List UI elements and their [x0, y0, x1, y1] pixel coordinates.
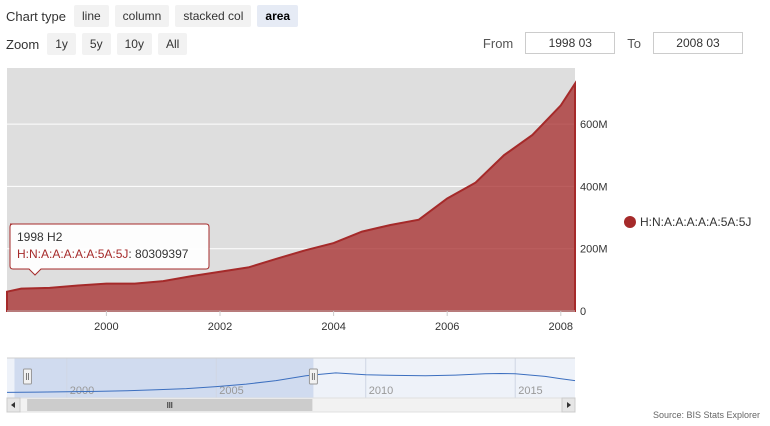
x-tick-label: 2000: [94, 321, 118, 333]
chevron-right-icon: [567, 402, 571, 408]
x-tick-label: 2002: [208, 321, 232, 333]
y-tick-label: 200M: [580, 244, 608, 256]
navigator-left-handle[interactable]: [22, 368, 32, 385]
y-tick-label: 400M: [580, 181, 608, 193]
chart-type-stacked-col-button[interactable]: stacked col: [175, 5, 252, 27]
legend[interactable]: H:N:A:A:A:A:A:5A:5J: [624, 215, 751, 229]
tooltip-separator: :: [128, 247, 135, 261]
y-axis-labels: 0 200M 400M 600M: [580, 119, 608, 318]
navigator-tick-label: 2005: [219, 385, 243, 397]
zoom-10y-button[interactable]: 10y: [116, 33, 152, 55]
navigator-tick-label: 2000: [70, 385, 94, 397]
scrollbar-grip-icon: [167, 402, 173, 408]
chart-type-line-button[interactable]: line: [73, 5, 109, 27]
tooltip: 1998 H2 H:N:A:A:A:A:A:5A:5J: 80309397: [9, 223, 210, 276]
y-tick-label: 600M: [580, 119, 608, 131]
x-tick-label: 2008: [549, 321, 573, 333]
chart-type-row: Chart type line column stacked col area: [6, 4, 304, 28]
date-range: From To: [471, 31, 770, 55]
area-chart: 0 200M 400M 600M 2000 2002 2004 2006 2008 1998 …: [6, 68, 751, 413]
navigator-tick-label: 2015: [518, 385, 542, 397]
navigator-tick-label: 2010: [369, 385, 393, 397]
x-axis-labels: 2000 2002 2004 2006 2008: [94, 311, 573, 333]
to-date-input[interactable]: [653, 32, 743, 54]
from-label: From: [482, 35, 514, 51]
chart-type-label: Chart type: [6, 8, 66, 24]
scrollbar[interactable]: [6, 397, 576, 413]
zoom-all-button[interactable]: All: [157, 33, 188, 55]
scroll-left-button[interactable]: [6, 397, 21, 413]
tooltip-series-line: H:N:A:A:A:A:A:5A:5J: 80309397: [17, 247, 189, 261]
zoom-row: Zoom 1y 5y 10y All: [6, 32, 193, 56]
navigator[interactable]: 2000 2005 2010 2015: [6, 357, 576, 398]
navigator-right-handle[interactable]: [308, 368, 318, 385]
tooltip-period: 1998 H2: [17, 230, 63, 244]
zoom-5y-button[interactable]: 5y: [81, 33, 111, 55]
tooltip-box: [9, 223, 210, 276]
legend-label[interactable]: H:N:A:A:A:A:A:5A:5J: [640, 215, 751, 229]
x-tick-label: 2004: [321, 321, 345, 333]
zoom-label: Zoom: [6, 36, 40, 52]
zoom-1y-button[interactable]: 1y: [47, 33, 76, 55]
source-credit: Source: BIS Stats Explorer: [652, 410, 760, 420]
chart-type-column-button[interactable]: column: [114, 5, 170, 27]
scroll-right-button[interactable]: [561, 397, 576, 413]
navigator-series-line: [6, 372, 576, 393]
tooltip-value: 80309397: [135, 247, 189, 261]
from-date-input[interactable]: [525, 32, 616, 54]
x-tick-label: 2006: [435, 321, 459, 333]
to-label: To: [627, 35, 641, 51]
y-tick-label: 0: [580, 306, 586, 318]
chevron-left-icon: [11, 402, 15, 408]
chart-type-area-button[interactable]: area: [257, 5, 299, 27]
tooltip-series-name: H:N:A:A:A:A:A:5A:5J: [17, 247, 128, 261]
legend-marker: [624, 216, 636, 228]
series-area[interactable]: [6, 80, 576, 312]
